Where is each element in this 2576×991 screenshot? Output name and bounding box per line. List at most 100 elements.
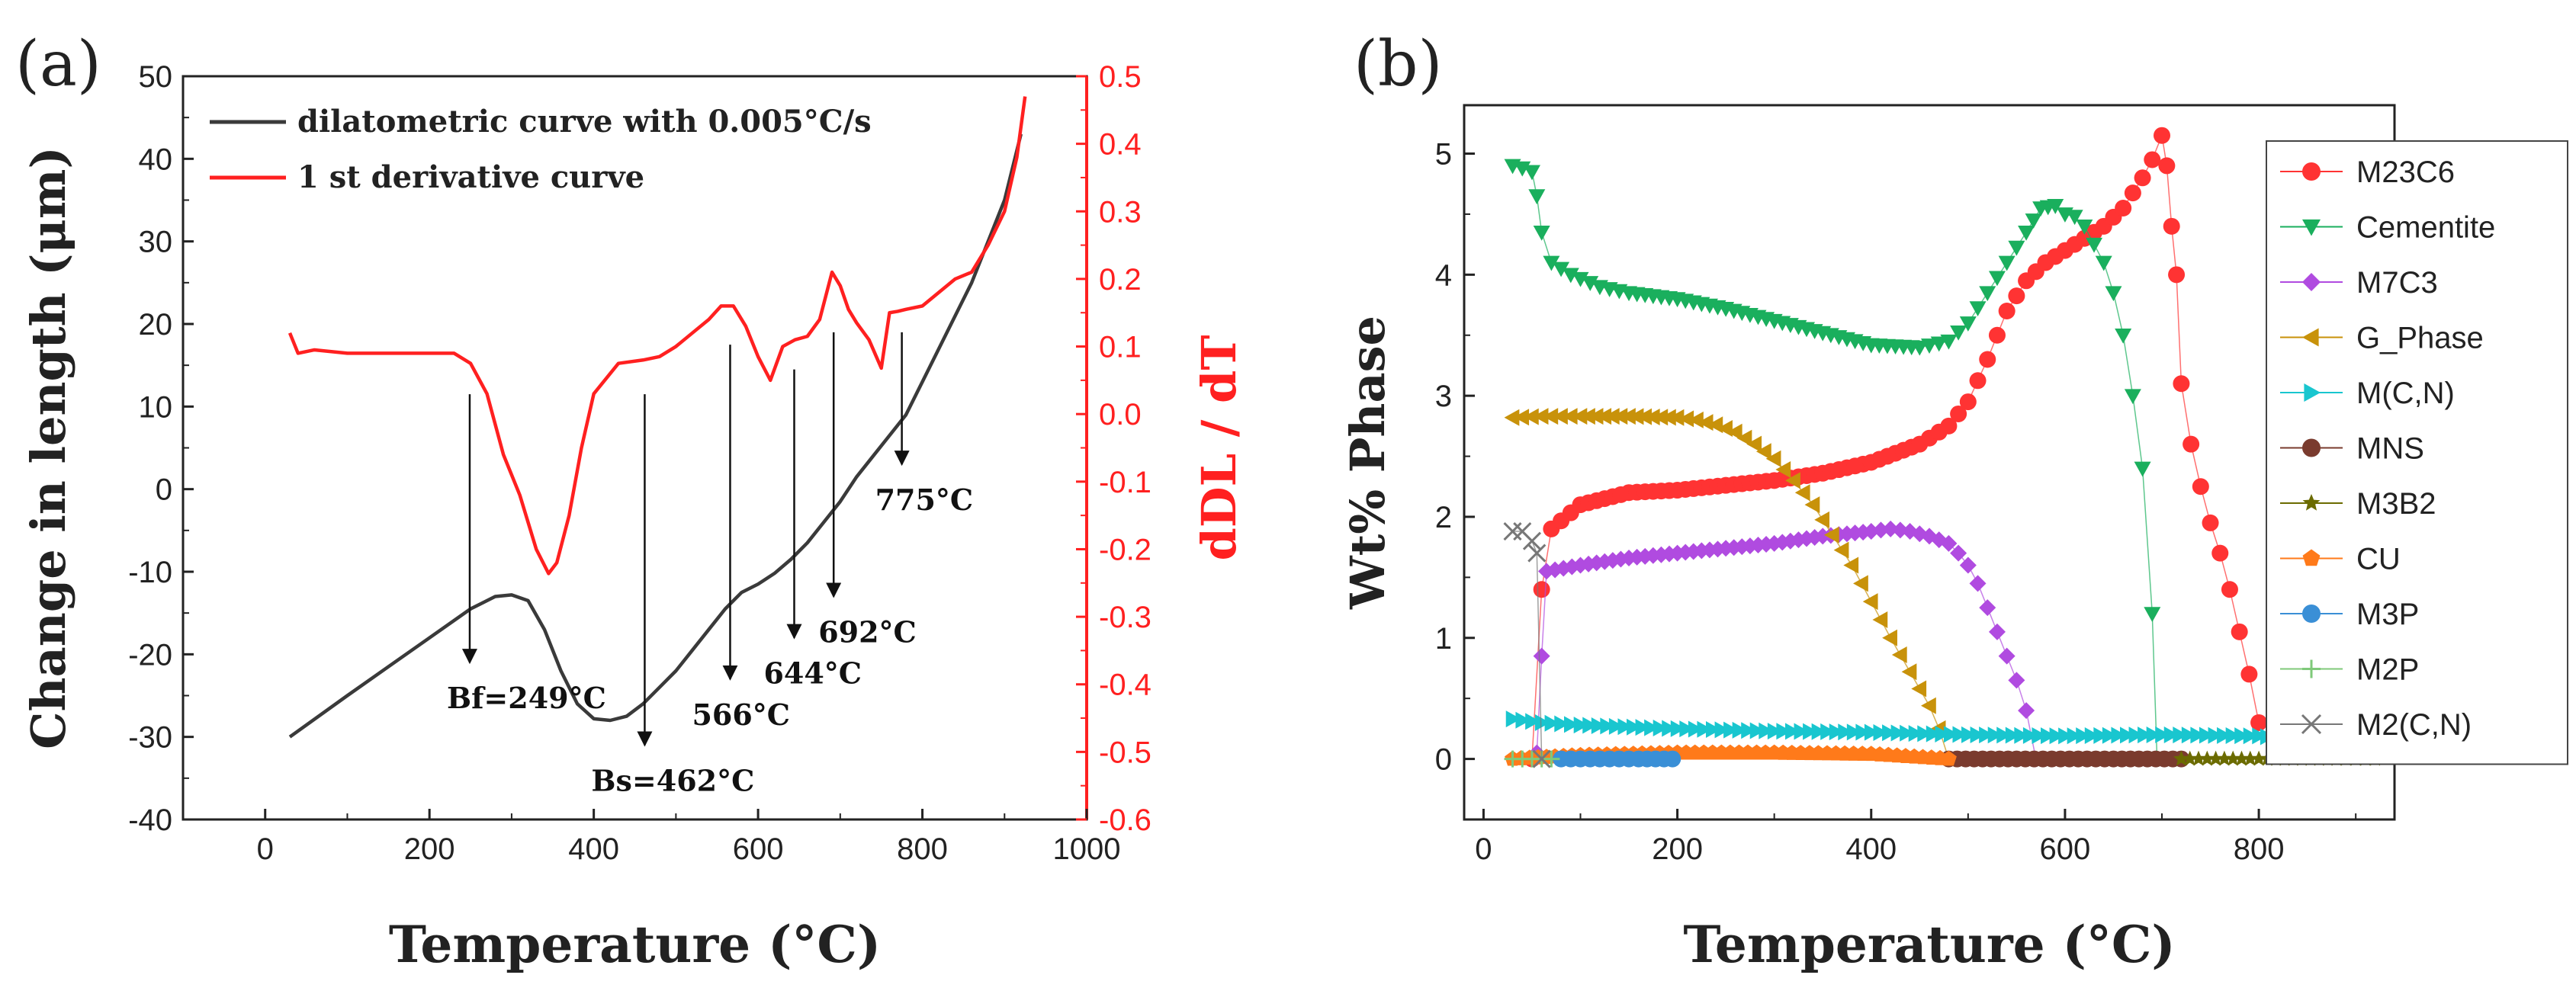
marker-m-c-n: [1784, 723, 1800, 740]
marker-m-c-n: [2084, 726, 2100, 744]
panel-label-a: (a): [15, 28, 101, 101]
marker-m-c-n: [1987, 726, 2003, 744]
x-tick-label-a: 200: [404, 832, 455, 866]
marker-m23c6: [2163, 217, 2180, 235]
marker-cementite: [2008, 240, 2025, 256]
marker-g-phase: [1504, 409, 1520, 426]
y-tick-label-b: 1: [1435, 622, 1452, 656]
marker-m-c-n: [1653, 720, 1669, 737]
marker-m-c-n: [1803, 723, 1818, 740]
marker-m-c-n: [2014, 726, 2030, 744]
y2-tick-label: 0.1: [1099, 331, 1142, 364]
y-axis-label-a: Change in length (μm): [21, 146, 76, 749]
marker-m23c6: [1940, 417, 1958, 435]
marker-g-phase: [1588, 408, 1604, 425]
marker-g-phase: [1604, 408, 1620, 425]
marker-m-c-n: [1600, 717, 1616, 735]
marker-m-c-n: [1732, 721, 1748, 739]
marker-m-c-n: [2199, 726, 2215, 744]
marker-cementite: [1921, 338, 1938, 354]
x-tick-label-b: 800: [2234, 832, 2285, 866]
series-m3p: [1553, 750, 1681, 768]
marker-cementite: [2076, 220, 2093, 235]
marker-m-c-n: [2022, 726, 2038, 744]
marker-m7c3: [1533, 647, 1550, 665]
x-tick-label-b: 0: [1475, 832, 1492, 866]
marker-m-c-n: [1996, 726, 2012, 744]
series-m7c3: [1528, 520, 2044, 768]
x-tick-label-b: 400: [1845, 832, 1897, 866]
marker-m-c-n: [2146, 726, 2162, 743]
legend-marker-cementite: [2302, 219, 2321, 236]
marker-m-c-n: [2093, 726, 2109, 744]
marker-m-c-n: [1935, 725, 1951, 742]
marker-m23c6: [1998, 302, 2016, 319]
marker-m-c-n: [1505, 710, 1521, 728]
legend-label-m2-c-n: M2(C,N): [2356, 708, 2472, 742]
marker-m3b2: [2182, 750, 2199, 766]
marker-cementite: [1911, 340, 1929, 356]
y2-tick-label: -0.2: [1099, 533, 1151, 566]
marker-m-c-n: [2119, 726, 2135, 744]
marker-g-phase: [1514, 409, 1530, 426]
marker-cementite: [2066, 210, 2083, 226]
y2-tick-label: -0.6: [1099, 803, 1151, 837]
y-tick-label-a: -20: [128, 638, 172, 672]
marker-m3b2: [2250, 750, 2267, 766]
y-tick-label-a: 20: [139, 308, 173, 342]
marker-m-c-n: [2076, 727, 2092, 745]
y-tick-label-b: 3: [1435, 380, 1452, 413]
marker-m23c6: [2168, 266, 2186, 284]
marker-m-c-n: [1515, 711, 1531, 729]
marker-m-c-n: [1635, 719, 1651, 736]
y2-tick-label: 0.2: [1099, 263, 1142, 297]
y2-tick-label: -0.5: [1099, 736, 1151, 769]
marker-g-phase: [1814, 511, 1830, 528]
marker-m7c3: [1988, 623, 2006, 640]
marker-m-c-n: [1952, 726, 1968, 743]
series-m23c6: [1523, 127, 2268, 768]
marker-g-phase: [1872, 611, 1888, 628]
marker-g-phase: [1726, 423, 1742, 441]
marker-g-phase: [1572, 408, 1588, 425]
marker-g-phase: [1580, 408, 1595, 425]
marker-m-c-n: [2190, 726, 2206, 744]
plot-frame-b: [1463, 104, 2396, 821]
annotation-label: 692°C: [818, 615, 917, 649]
y-axis-label-b: Wt% Phase: [1340, 316, 1396, 610]
y2-tick-label: 0.5: [1099, 60, 1142, 94]
y-tick-label-b: 5: [1435, 138, 1452, 172]
marker-m-c-n: [2155, 726, 2170, 743]
marker-m7c3: [2018, 702, 2035, 720]
marker-m-c-n: [1608, 717, 1624, 735]
marker-m-c-n: [1811, 723, 1827, 740]
marker-m-c-n: [1820, 723, 1836, 740]
marker-cementite: [1543, 255, 1560, 271]
marker-m-c-n: [1873, 723, 1889, 741]
marker-g-phase: [1901, 663, 1917, 681]
marker-g-phase: [1612, 408, 1628, 425]
marker-m-c-n: [2049, 727, 2065, 745]
marker-g-phase: [1785, 472, 1800, 489]
marker-m-c-n: [2058, 727, 2073, 745]
y2-tick-label: -0.4: [1099, 669, 1151, 702]
marker-m23c6: [2124, 184, 2141, 202]
panel-a: (a) 0 200 400 600 800 1000 -40 -30 -20 -10 0 10 20 30 4…: [15, 28, 1247, 974]
marker-m-c-n: [1943, 726, 1959, 743]
y2-tick-label: 0.0: [1099, 398, 1142, 431]
series-line-derivative: [287, 96, 1027, 576]
marker-g-phase: [1678, 410, 1694, 428]
series-cementite: [1504, 159, 2166, 768]
marker-m-c-n: [2252, 727, 2268, 745]
marker-m-c-n: [1961, 726, 1977, 743]
marker-m-c-n: [2217, 726, 2232, 744]
x-tick-label-a: 400: [568, 832, 619, 866]
marker-m3b2: [2199, 750, 2215, 766]
marker-m23c6: [2173, 375, 2190, 393]
y-tick-label-b: 0: [1435, 743, 1452, 777]
marker-g-phase: [1775, 461, 1791, 479]
legend-label-m2p: M2P: [2356, 653, 2419, 687]
marker-m-c-n: [1525, 713, 1540, 730]
marker-cu: [1940, 750, 1957, 766]
marker-g-phase: [1794, 484, 1810, 502]
